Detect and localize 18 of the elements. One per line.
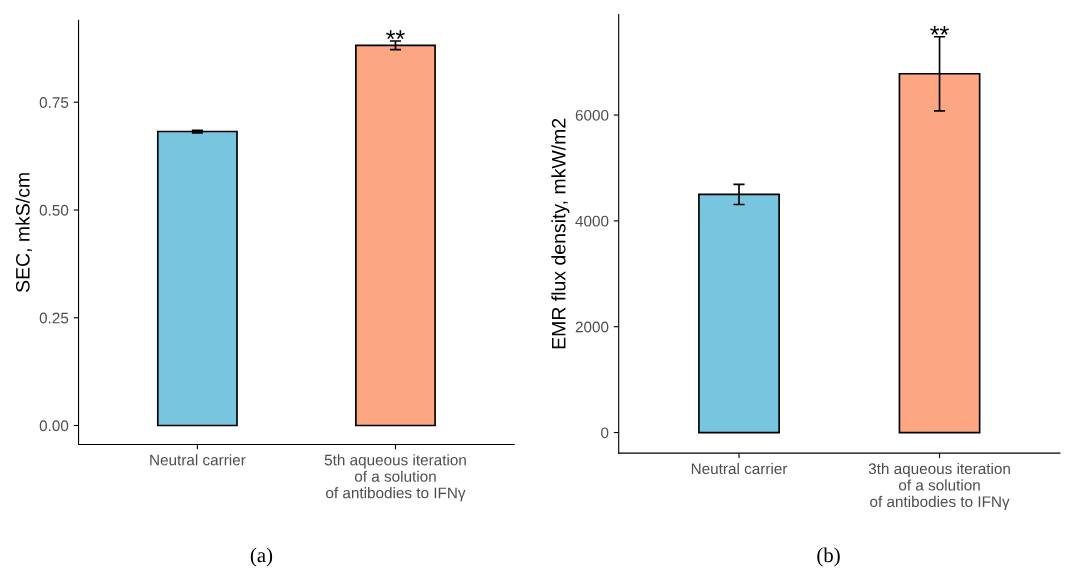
x-tick-label: Neutral carrier (150, 454, 246, 466)
y-tick-label: 0.50 (39, 204, 69, 216)
x-tick-label: Neutral carrier (691, 462, 788, 475)
text: (a) (250, 547, 273, 567)
y-axis-title: SEC, mkS/cm (15, 173, 32, 293)
x-tick-label: 5th aqueous iteration of a solution of antibodies to IFNγ (324, 454, 466, 502)
y-tick-label: 0.00 (39, 420, 69, 432)
x-tick-label: 3th aqueous iteration of a solution of antibodies to IFNγ (868, 462, 1010, 511)
y-axis-title: EMR flux density, mkW/m2 (551, 118, 570, 349)
y-tick-label: 6000 (575, 109, 609, 121)
text: (b) (817, 547, 840, 567)
y-tick-label: 4000 (575, 215, 609, 227)
annotation: ** (386, 30, 405, 40)
y-tick-label: 0.75 (39, 97, 69, 108)
y-tick-label: 0.25 (39, 312, 69, 324)
y-tick-label: 2000 (575, 321, 609, 333)
annotation: ** (930, 26, 949, 35)
y-tick-label: 0 (601, 427, 609, 439)
